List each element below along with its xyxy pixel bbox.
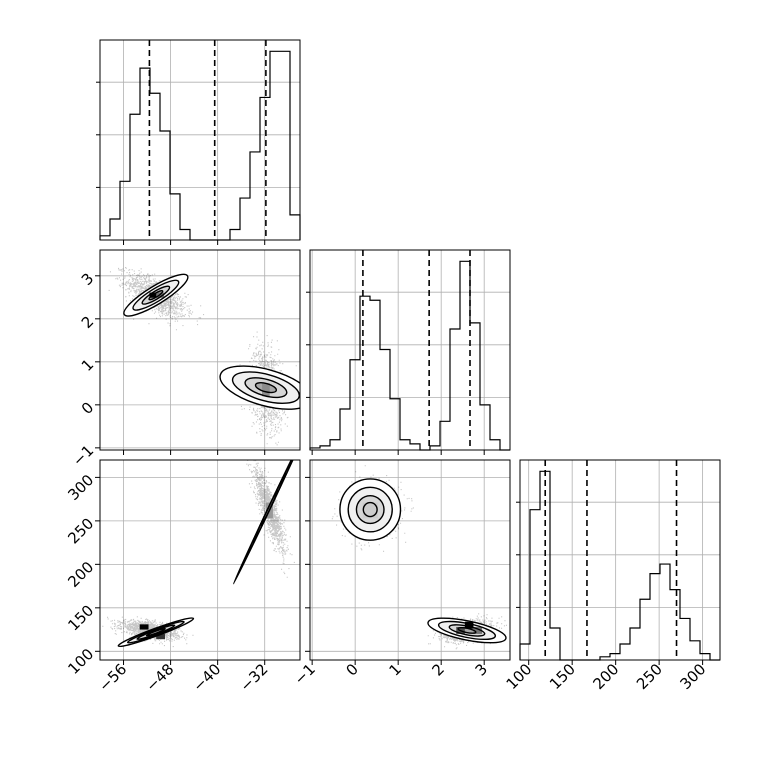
pair-panel-1-scatter-points xyxy=(108,267,297,446)
y-tick-label-2-4: 2 xyxy=(78,312,97,331)
pair-panel-1-density-cell-2 xyxy=(157,292,165,298)
hist-panel-3-frame xyxy=(519,459,721,661)
x-tick-label-2-2: 0 xyxy=(343,660,362,679)
pair-panel-1-contour-line-1-4 xyxy=(123,273,189,317)
y-tick-label-2-1: −1 xyxy=(69,441,97,469)
pair-panel-2-density-cell-2 xyxy=(156,633,165,640)
pair-panel-1-density-cell-3 xyxy=(262,383,270,397)
x-tick-label-3-2: 150 xyxy=(546,660,579,693)
pair-panel-3-contour-line-1-2 xyxy=(355,494,385,525)
pair-panel-1-contour-line-2-2 xyxy=(244,377,288,399)
pair-panel-2-scatter-points xyxy=(102,460,295,648)
hist-panel-1-frame xyxy=(99,39,301,241)
y-tick-label-3-3: 200 xyxy=(64,558,97,591)
pair-panel-2-contour-line-2-4 xyxy=(232,460,300,585)
x-tick-label-3-3: 200 xyxy=(590,660,623,693)
pair-panel-2-contour-line-1-1 xyxy=(145,627,166,637)
pair-panel-1-contour-line-2-3 xyxy=(231,371,300,405)
pair-panel-1-contour-line-1-3 xyxy=(132,279,180,311)
pair-panel-3-contour-line-2-1 xyxy=(457,626,477,634)
x-tick-label-1-2: −48 xyxy=(142,660,177,695)
pair-panel-3-content xyxy=(331,465,507,650)
pair-panel-3-contour-line-1-1 xyxy=(362,501,378,518)
pair-panel-2-density-cell-1 xyxy=(139,624,149,630)
pair-panel-3-contour-line-2-4 xyxy=(427,617,507,644)
y-tick-label-3-2: 150 xyxy=(64,601,97,634)
y-tick-label-3-1: 100 xyxy=(64,645,97,678)
axes-layer: −56 −48 −40 −32 −1 0 1 2 3 100 150 200 250 300−101231… xyxy=(64,39,721,695)
pair-panel-1-contour-line-2-1 xyxy=(254,382,278,394)
pair-panel-3-contour-line-1-3 xyxy=(347,486,393,533)
pair-panel-3-density-cell-4 xyxy=(473,626,483,634)
pair-panel-2-contour-line-1-4 xyxy=(117,617,195,648)
pair-panel-1-frame xyxy=(99,249,301,451)
pair-panel-1-contour-line-2-4 xyxy=(219,365,300,410)
y-tick-label-2-3: 1 xyxy=(78,355,97,374)
hist-panel-2-frame xyxy=(309,249,511,451)
y-tick-label-2-5: 3 xyxy=(78,269,97,288)
x-tick-label-3-5: 300 xyxy=(676,660,709,693)
pair-panel-1-contour-line-1-1 xyxy=(148,290,164,301)
pair-panel-2-contour-line-1-2 xyxy=(136,624,176,640)
hist-panel-2-histogram-step xyxy=(309,260,510,451)
x-tick-label-1-1: −56 xyxy=(95,660,130,695)
x-tick-label-2-3: 1 xyxy=(386,660,405,679)
y-tick-label-2-2: 0 xyxy=(78,398,97,417)
pair-panel-2-frame xyxy=(99,459,301,661)
x-tick-label-1-3: −40 xyxy=(189,660,224,695)
grid-layer xyxy=(100,40,720,660)
x-tick-label-1-4: −32 xyxy=(236,660,271,695)
x-tick-label-3-1: 100 xyxy=(503,660,536,693)
pair-panel-3-contour-line-1-4 xyxy=(339,478,402,541)
pair-panel-3-contour-line-2-2 xyxy=(448,624,486,637)
pair-panel-3-density-cell-1 xyxy=(362,502,378,519)
x-tick-label-3-4: 250 xyxy=(633,660,666,693)
hist-panel-3-histogram-step xyxy=(519,470,720,661)
pair-panel-3-contour-line-2-3 xyxy=(437,620,497,641)
pair-panel-3-density-cell-3 xyxy=(464,621,474,629)
x-tick-label-2-5: 3 xyxy=(472,660,491,679)
pair-panel-1-content xyxy=(108,267,300,446)
data-layer xyxy=(99,40,720,661)
pair-panel-3-frame xyxy=(309,459,511,661)
y-tick-label-3-4: 250 xyxy=(64,515,97,548)
y-tick-label-3-5: 300 xyxy=(64,471,97,504)
pair-panel-1-contour-line-1-2 xyxy=(141,285,171,305)
pair-panel-2-contour-fill-1-4 xyxy=(146,628,166,636)
hist-panel-1-histogram-step xyxy=(99,50,301,241)
x-tick-label-2-4: 2 xyxy=(429,660,448,679)
pair-panel-2-content xyxy=(102,460,300,648)
x-tick-label-2-1: −1 xyxy=(291,660,319,688)
pair-panel-2-contour-line-1-3 xyxy=(126,620,185,644)
